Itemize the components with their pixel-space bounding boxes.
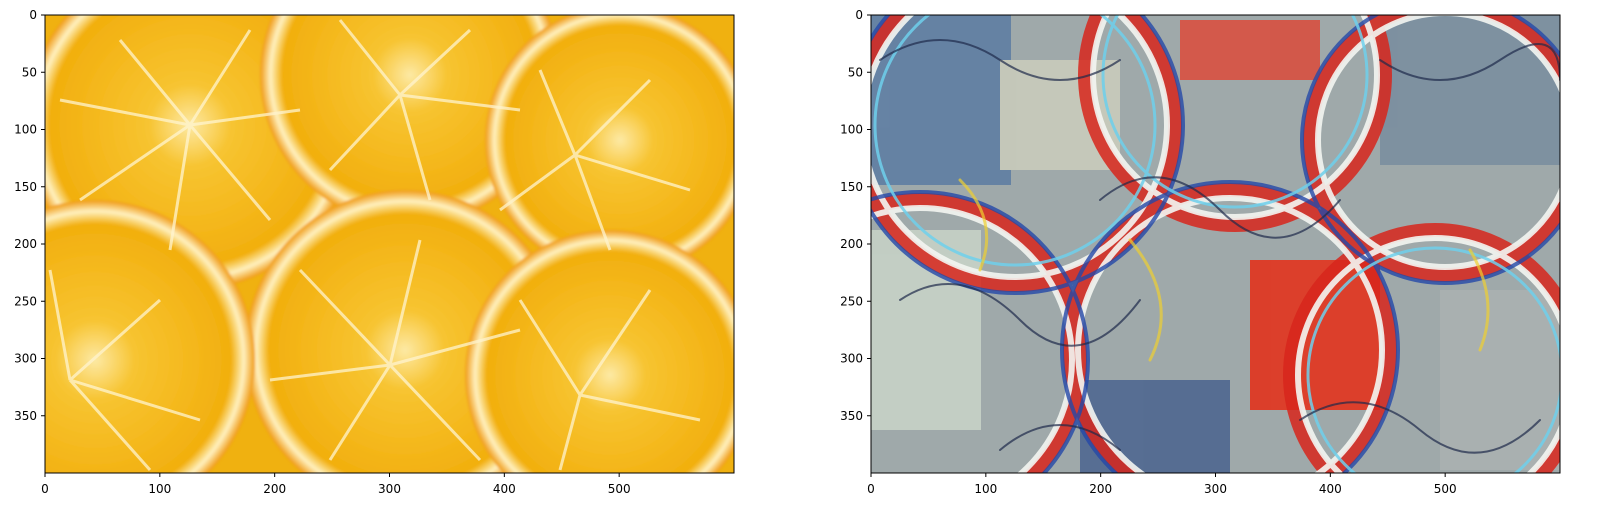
y-tick-label: 300 bbox=[840, 352, 863, 366]
axes-right: 0 100 200 300 400 500 0 50 100 150 200 250 300 350 bbox=[840, 8, 1457, 496]
x-tick-label: 200 bbox=[263, 482, 286, 496]
y-tick-label: 50 bbox=[22, 65, 37, 79]
x-tick-label: 100 bbox=[974, 482, 997, 496]
x-tick-label: 200 bbox=[1089, 482, 1112, 496]
y-tick-label: 350 bbox=[14, 409, 37, 423]
x-tick-label: 0 bbox=[867, 482, 875, 496]
x-tick-label: 500 bbox=[1434, 482, 1457, 496]
x-tick-label: 100 bbox=[148, 482, 171, 496]
y-tick-label: 0 bbox=[855, 8, 863, 22]
y-tick-label: 100 bbox=[14, 123, 37, 137]
stylized-image bbox=[871, 15, 1560, 473]
y-tick-label: 150 bbox=[14, 180, 37, 194]
x-tick-label: 400 bbox=[493, 482, 516, 496]
x-tick-label: 300 bbox=[1204, 482, 1227, 496]
axes-left: 0 100 200 300 400 500 0 50 100 150 200 250 300 350 bbox=[14, 8, 631, 496]
y-tick-label: 250 bbox=[840, 294, 863, 308]
orange-slices-left bbox=[45, 15, 734, 473]
y-tick-label: 150 bbox=[840, 180, 863, 194]
y-tick-label: 100 bbox=[840, 123, 863, 137]
y-tick-label: 250 bbox=[14, 294, 37, 308]
x-tick-label: 400 bbox=[1319, 482, 1342, 496]
y-tick-label: 200 bbox=[840, 237, 863, 251]
x-tick-label: 500 bbox=[608, 482, 631, 496]
y-tick-label: 200 bbox=[14, 237, 37, 251]
original-image bbox=[45, 15, 734, 473]
x-tick-label: 300 bbox=[378, 482, 401, 496]
y-tick-label: 350 bbox=[840, 409, 863, 423]
y-tick-label: 300 bbox=[14, 352, 37, 366]
y-tick-label: 0 bbox=[29, 8, 37, 22]
x-tick-label: 0 bbox=[41, 482, 49, 496]
y-tick-label: 50 bbox=[848, 65, 863, 79]
